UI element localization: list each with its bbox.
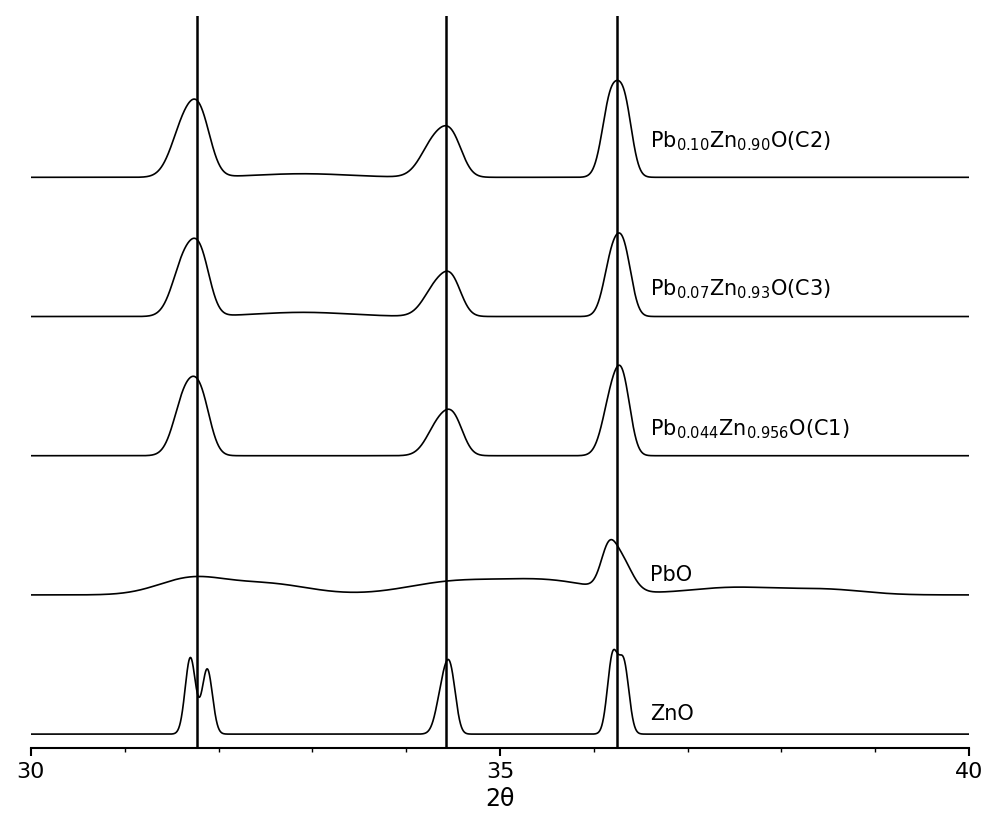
X-axis label: 2θ: 2θ: [485, 786, 515, 810]
Text: Pb$_{0.07}$Zn$_{0.93}$O(C3): Pb$_{0.07}$Zn$_{0.93}$O(C3): [650, 277, 831, 301]
Text: ZnO: ZnO: [650, 704, 694, 724]
Text: PbO: PbO: [650, 565, 692, 585]
Text: Pb$_{0.044}$Zn$_{0.956}$O(C1): Pb$_{0.044}$Zn$_{0.956}$O(C1): [650, 417, 850, 440]
Text: Pb$_{0.10}$Zn$_{0.90}$O(C2): Pb$_{0.10}$Zn$_{0.90}$O(C2): [650, 129, 831, 153]
